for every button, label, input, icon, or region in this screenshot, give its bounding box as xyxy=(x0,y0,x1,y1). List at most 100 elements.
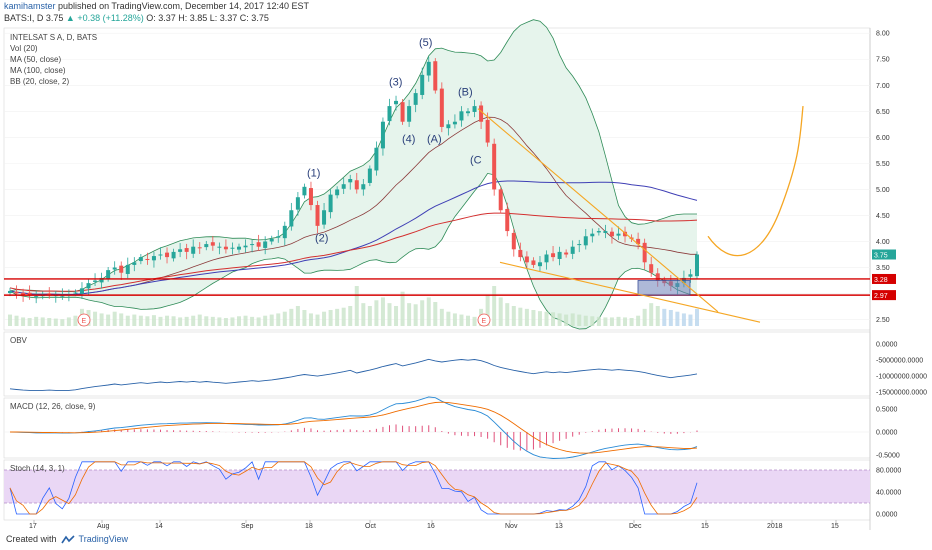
ma50-line xyxy=(9,180,698,295)
candle-body xyxy=(93,280,98,282)
candle-body xyxy=(354,180,359,190)
stoch-band xyxy=(4,470,870,503)
candle-body xyxy=(649,264,654,273)
volume-bar xyxy=(590,316,595,326)
x-tick-label: Dec xyxy=(629,523,642,530)
candle-body xyxy=(544,254,549,263)
candle-body xyxy=(21,292,26,295)
volume-bar xyxy=(263,315,268,326)
volume-bar xyxy=(40,317,45,326)
candle-body xyxy=(564,252,569,255)
publish-line: kamihamster published on TradingView.com… xyxy=(4,1,309,11)
macd-tick-label: -0.5000 xyxy=(876,453,900,460)
legend-ma100[interactable]: MA (100, close) xyxy=(10,66,66,75)
volume-bar xyxy=(204,316,209,326)
candle-body xyxy=(204,244,209,248)
candle-body xyxy=(151,256,156,261)
candle-body xyxy=(498,189,503,211)
volume-bar xyxy=(413,304,418,326)
obv-tick-label: -15000000.0000 xyxy=(876,390,927,397)
obv-pane-title[interactable]: OBV xyxy=(10,336,27,345)
volume-bar xyxy=(237,316,241,326)
bb-upper-line xyxy=(9,19,697,293)
volume-bar xyxy=(14,315,19,326)
volume-bar xyxy=(642,308,647,326)
y-tick-label: 6.00 xyxy=(876,135,890,142)
candle-body xyxy=(184,248,189,252)
legend-ma50[interactable]: MA (50, close) xyxy=(10,55,62,64)
candle-body xyxy=(531,260,536,265)
candle-body xyxy=(688,274,693,277)
candle-body xyxy=(642,242,647,263)
wave-label: (2) xyxy=(315,232,328,244)
volume-bar xyxy=(256,317,261,326)
volume-bar xyxy=(511,306,516,326)
volume-bar xyxy=(210,316,215,326)
volume-bar xyxy=(217,317,222,326)
volume-bar xyxy=(564,314,569,326)
candle-body xyxy=(551,253,556,258)
legend-title[interactable]: INTELSAT S A, D, BATS xyxy=(10,33,98,42)
stoch-pane-title[interactable]: Stoch (14, 3, 1) xyxy=(10,464,65,473)
event-marker-label: E xyxy=(482,318,487,325)
footer-brand[interactable]: TradingView xyxy=(78,534,129,544)
publish-info: published on TradingView.com, December 1… xyxy=(58,1,310,11)
legend-bb[interactable]: BB (20, close, 2) xyxy=(10,77,70,86)
ohlc-values: O: 3.37 H: 3.85 L: 3.37 C: 3.75 xyxy=(146,13,269,23)
candle-body xyxy=(79,288,84,294)
legend-vol[interactable]: Vol (20) xyxy=(10,44,38,53)
volume-bar xyxy=(636,315,641,326)
volume-bar xyxy=(616,316,621,326)
tradingview-logo-icon xyxy=(60,534,75,543)
wedge-lower-line xyxy=(499,261,761,323)
x-tick-label: 17 xyxy=(29,523,37,530)
obv-tick-label: 0.0000 xyxy=(876,342,898,349)
volume-bar xyxy=(466,315,470,326)
x-tick-label: 14 xyxy=(155,523,163,530)
volume-bar xyxy=(492,286,497,326)
ma100-line xyxy=(9,212,698,292)
volume-bar xyxy=(361,303,366,326)
footer: Created with TradingView xyxy=(6,534,128,544)
candle-body xyxy=(132,262,137,265)
stoch-tick-label: 80.0000 xyxy=(876,468,901,475)
symbol-prefix: BATS:I, D xyxy=(4,13,44,23)
y-tick-label: 5.00 xyxy=(876,187,890,194)
volume-bar xyxy=(230,317,235,326)
candle-body xyxy=(616,233,621,236)
candle-body xyxy=(400,102,405,122)
candle-body xyxy=(269,238,274,242)
price-label-value: 3.28 xyxy=(874,277,888,284)
volume-bar xyxy=(295,306,300,326)
stoch-tick-label: 40.0000 xyxy=(876,490,901,497)
x-tick-label: 13 xyxy=(555,523,563,530)
volume-bar xyxy=(282,311,287,326)
candle-body xyxy=(466,111,470,114)
bb-lower-line xyxy=(9,172,697,330)
wave-label: (C xyxy=(470,154,482,166)
volume-bar xyxy=(348,306,353,326)
volume-bar xyxy=(151,315,156,326)
macd-pane-title[interactable]: MACD (12, 26, close, 9) xyxy=(10,402,96,411)
candle-body xyxy=(315,205,320,226)
candle-body xyxy=(348,179,353,183)
stoch-k-line xyxy=(9,461,698,515)
y-tick-label: 5.50 xyxy=(876,161,890,168)
wedge-upper-line xyxy=(477,108,719,313)
candle-body xyxy=(112,267,117,270)
x-tick-label: 2018 xyxy=(767,523,783,530)
candle-body xyxy=(695,254,699,277)
candle-body xyxy=(47,293,52,295)
volume-bar xyxy=(171,316,176,326)
candle-body xyxy=(145,258,150,260)
candle-body xyxy=(459,111,464,121)
volume-bar xyxy=(223,318,228,326)
volume-bar xyxy=(446,311,451,326)
price-label-tag xyxy=(872,273,896,284)
volume-bar xyxy=(184,316,189,326)
volume-bar xyxy=(498,297,503,326)
last-price: 3.75 xyxy=(45,13,64,23)
volume-bar xyxy=(138,315,143,326)
author-link[interactable]: kamihamster xyxy=(4,1,56,11)
